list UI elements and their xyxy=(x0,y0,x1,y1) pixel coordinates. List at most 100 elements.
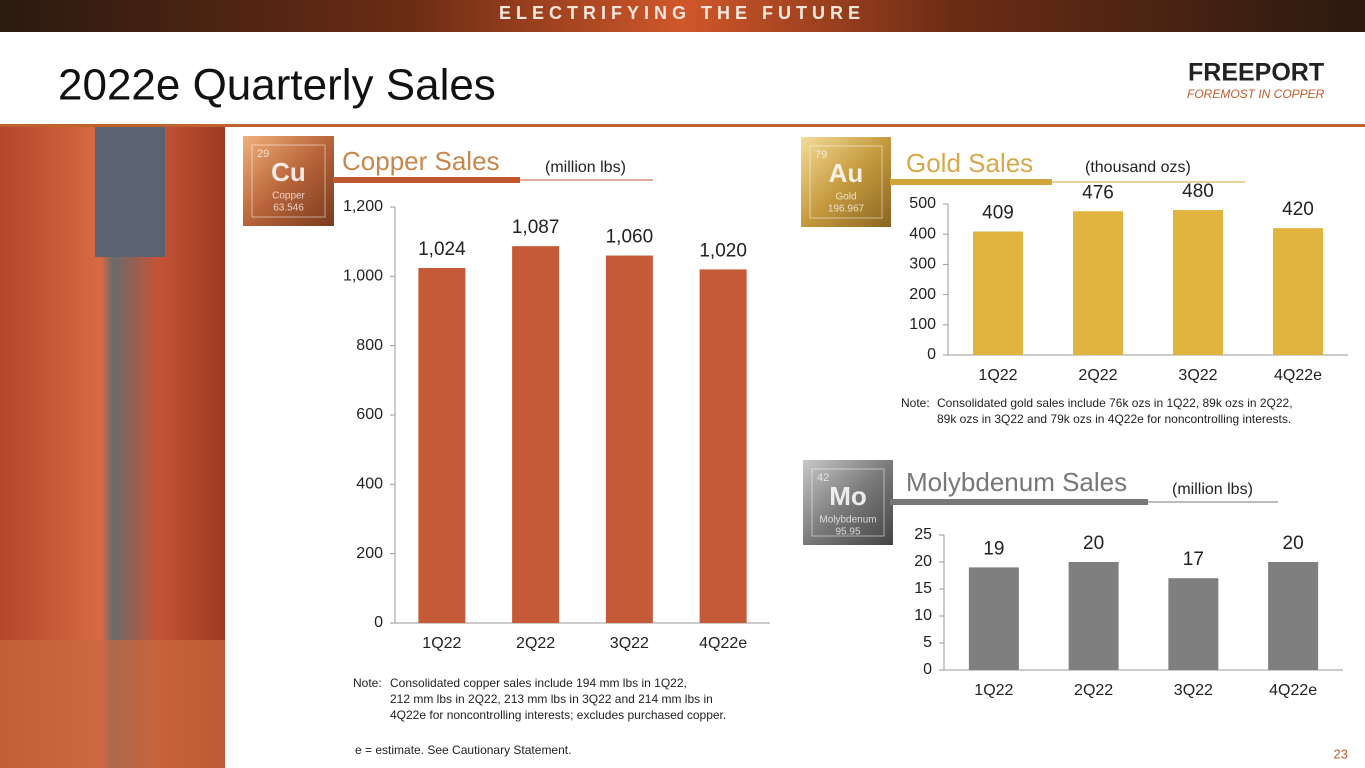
x-tick-label: 2Q22 xyxy=(1074,682,1113,699)
bar xyxy=(973,231,1023,355)
element-tile xyxy=(801,137,891,227)
y-tick-label: 100 xyxy=(909,316,936,333)
value-label: 1,020 xyxy=(699,240,747,261)
chart-note: Note: xyxy=(353,676,382,690)
logo: FREEPORT xyxy=(1188,59,1324,87)
page-number: 23 xyxy=(1334,746,1348,761)
value-label: 1,024 xyxy=(418,239,466,260)
x-tick-label: 2Q22 xyxy=(1078,367,1117,384)
tagline: FOREMOST IN COPPER xyxy=(1187,87,1325,101)
y-tick-label: 400 xyxy=(909,225,936,242)
value-label: 19 xyxy=(983,538,1004,559)
bar xyxy=(699,269,747,623)
banner-text: ELECTRIFYING THE FUTURE xyxy=(499,3,865,23)
x-tick-label: 3Q22 xyxy=(610,635,649,652)
y-tick-label: 200 xyxy=(356,545,383,562)
x-tick-label: 3Q22 xyxy=(1174,682,1213,699)
y-tick-label: 300 xyxy=(909,256,936,273)
photo-floor xyxy=(0,640,225,768)
bar xyxy=(1273,228,1323,355)
y-tick-label: 1,200 xyxy=(343,198,383,215)
chart-note: 212 mm lbs in 2Q22, 213 mm lbs in 3Q22 a… xyxy=(390,692,713,706)
y-tick-label: 20 xyxy=(914,553,932,570)
element-name: Copper xyxy=(272,191,305,202)
element-symbol: Cu xyxy=(271,157,306,187)
photo-background xyxy=(95,127,165,257)
element-mass: 63.546 xyxy=(273,203,304,214)
estimate-note: e = estimate. See Cautionary Statement. xyxy=(355,743,571,757)
value-label: 17 xyxy=(1183,549,1204,570)
bar xyxy=(1073,211,1123,355)
chart-unit: (thousand ozs) xyxy=(1085,159,1191,176)
element-frame xyxy=(811,468,885,537)
element-name: Molybdenum xyxy=(819,515,876,526)
value-label: 1,087 xyxy=(512,217,560,238)
element-tile xyxy=(243,136,334,226)
element-tile xyxy=(803,460,893,545)
element-symbol: Mo xyxy=(829,481,867,511)
y-tick-label: 500 xyxy=(909,195,936,212)
y-tick-label: 10 xyxy=(914,607,932,624)
chart-note: 4Q22e for noncontrolling interests; excl… xyxy=(390,708,726,722)
title-underline xyxy=(333,177,520,183)
element-mass: 95.95 xyxy=(835,527,860,538)
bar xyxy=(512,246,560,623)
x-tick-label: 4Q22e xyxy=(699,635,747,652)
x-tick-label: 1Q22 xyxy=(974,682,1013,699)
chart-title: Gold Sales xyxy=(906,148,1033,178)
bar xyxy=(1168,578,1219,670)
y-tick-label: 1,000 xyxy=(343,268,383,285)
x-tick-label: 2Q22 xyxy=(516,635,555,652)
element-name: Gold xyxy=(835,192,856,203)
element-symbol: Au xyxy=(829,158,864,188)
title-underline xyxy=(890,499,1148,505)
chart-note: Consolidated gold sales include 76k ozs … xyxy=(937,396,1293,410)
bar xyxy=(1068,562,1119,670)
y-tick-label: 0 xyxy=(927,346,936,363)
element-frame xyxy=(809,145,883,219)
bar xyxy=(418,268,466,623)
banner xyxy=(0,0,1365,32)
y-tick-label: 25 xyxy=(914,526,932,543)
chart-note: Consolidated copper sales include 194 mm… xyxy=(390,676,687,690)
element-number: 42 xyxy=(817,472,829,484)
y-tick-label: 15 xyxy=(914,580,932,597)
x-tick-label: 1Q22 xyxy=(422,635,461,652)
bar xyxy=(968,567,1019,670)
header-rule xyxy=(0,124,1365,127)
value-label: 476 xyxy=(1082,182,1114,203)
chart-unit: (million lbs) xyxy=(545,159,626,176)
value-label: 420 xyxy=(1282,199,1314,220)
element-number: 79 xyxy=(815,149,827,161)
bar xyxy=(605,255,653,624)
element-frame xyxy=(251,144,326,218)
y-tick-label: 400 xyxy=(356,476,383,493)
y-tick-label: 0 xyxy=(374,614,383,631)
value-label: 20 xyxy=(1283,533,1304,554)
value-label: 409 xyxy=(982,202,1014,223)
bar xyxy=(1268,562,1319,670)
x-tick-label: 4Q22e xyxy=(1269,682,1317,699)
x-tick-label: 3Q22 xyxy=(1178,367,1217,384)
element-number: 29 xyxy=(257,148,269,160)
chart-note: Note: xyxy=(901,396,930,410)
y-tick-label: 800 xyxy=(356,337,383,354)
element-mass: 196.967 xyxy=(828,204,865,215)
x-tick-label: 4Q22e xyxy=(1274,367,1322,384)
y-tick-label: 5 xyxy=(923,634,932,651)
chart-title: Copper Sales xyxy=(342,146,500,176)
value-label: 20 xyxy=(1083,533,1104,554)
y-tick-label: 600 xyxy=(356,406,383,423)
chart-unit: (million lbs) xyxy=(1172,481,1253,498)
y-tick-label: 200 xyxy=(909,286,936,303)
title-underline xyxy=(890,179,1052,185)
chart-title: Molybdenum Sales xyxy=(906,467,1127,497)
chart-note: 89k ozs in 3Q22 and 79k ozs in 4Q22e for… xyxy=(937,412,1291,426)
y-tick-label: 0 xyxy=(923,661,932,678)
bar xyxy=(1173,210,1223,355)
slide-title: 2022e Quarterly Sales xyxy=(58,61,496,110)
value-label: 1,060 xyxy=(606,227,654,248)
x-tick-label: 1Q22 xyxy=(978,367,1017,384)
